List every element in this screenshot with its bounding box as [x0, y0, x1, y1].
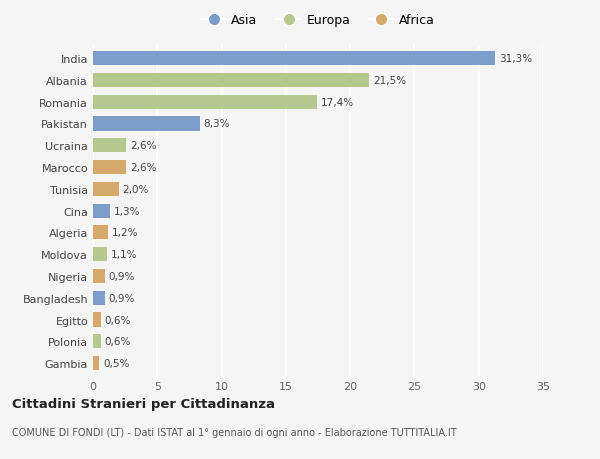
Text: 1,1%: 1,1% [111, 250, 137, 260]
Bar [93, 139, 127, 153]
Text: 1,3%: 1,3% [113, 206, 140, 216]
Bar [93, 335, 101, 349]
Bar [93, 204, 110, 218]
Text: 0,6%: 0,6% [104, 336, 131, 347]
Text: 17,4%: 17,4% [320, 97, 353, 107]
Text: 2,6%: 2,6% [130, 162, 157, 173]
Text: 0,5%: 0,5% [103, 358, 130, 368]
Bar [93, 161, 127, 175]
Text: 31,3%: 31,3% [499, 54, 532, 64]
Bar [93, 356, 100, 370]
Text: 21,5%: 21,5% [373, 76, 406, 86]
Text: 2,6%: 2,6% [130, 141, 157, 151]
Bar [93, 182, 119, 196]
Text: 0,9%: 0,9% [109, 271, 135, 281]
Bar [93, 247, 107, 262]
Text: 0,6%: 0,6% [104, 315, 131, 325]
Bar [93, 226, 109, 240]
Bar [93, 269, 104, 284]
Legend: Asia, Europa, Africa: Asia, Europa, Africa [196, 9, 440, 32]
Text: 1,2%: 1,2% [112, 228, 139, 238]
Text: 8,3%: 8,3% [203, 119, 230, 129]
Text: Cittadini Stranieri per Cittadinanza: Cittadini Stranieri per Cittadinanza [12, 397, 275, 410]
Text: 0,9%: 0,9% [109, 293, 135, 303]
Bar [93, 95, 317, 110]
Bar [93, 52, 496, 66]
Bar [93, 117, 200, 131]
Bar [93, 313, 101, 327]
Bar [93, 73, 370, 88]
Text: 2,0%: 2,0% [122, 185, 149, 195]
Text: COMUNE DI FONDI (LT) - Dati ISTAT al 1° gennaio di ogni anno - Elaborazione TUTT: COMUNE DI FONDI (LT) - Dati ISTAT al 1° … [12, 427, 457, 437]
Bar [93, 291, 104, 305]
